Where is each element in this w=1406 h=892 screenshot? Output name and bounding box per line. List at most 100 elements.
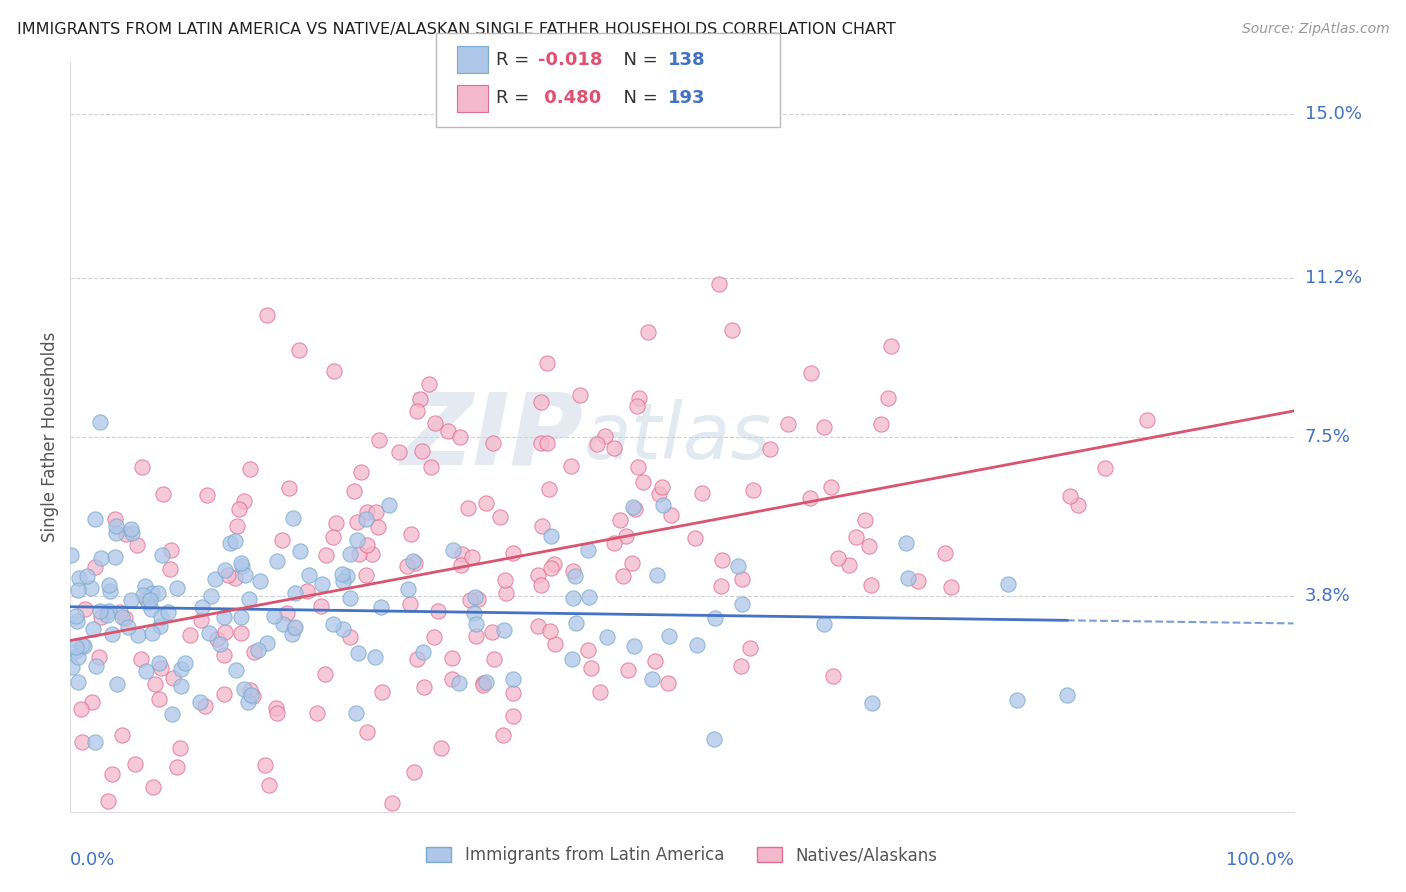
- Point: [198, 626, 221, 640]
- Point: [266, 706, 288, 720]
- Point: [96, 607, 118, 622]
- Point: [356, 511, 378, 525]
- Point: [502, 686, 524, 700]
- Point: [683, 531, 706, 545]
- Point: [759, 442, 782, 457]
- Point: [120, 522, 142, 536]
- Point: [343, 484, 366, 499]
- Point: [593, 429, 616, 443]
- Point: [346, 646, 368, 660]
- Point: [858, 539, 880, 553]
- Point: [243, 645, 266, 659]
- Point: [60, 548, 83, 562]
- Point: [346, 533, 368, 548]
- Point: [402, 764, 425, 779]
- Point: [284, 620, 307, 634]
- Point: [710, 579, 733, 593]
- Point: [361, 547, 384, 561]
- Point: [160, 706, 183, 721]
- Point: [233, 568, 256, 582]
- Point: [170, 662, 193, 676]
- Point: [576, 542, 599, 557]
- Point: [441, 672, 464, 686]
- Point: [457, 500, 479, 515]
- Point: [170, 679, 193, 693]
- Point: [418, 376, 440, 391]
- Point: [586, 436, 609, 450]
- Point: [614, 529, 637, 543]
- Point: [127, 628, 149, 642]
- Point: [502, 709, 524, 723]
- Point: [115, 526, 138, 541]
- Point: [413, 680, 436, 694]
- Point: [69, 702, 91, 716]
- Point: [402, 554, 425, 568]
- Point: [346, 515, 368, 529]
- Point: [212, 687, 235, 701]
- Point: [880, 339, 903, 353]
- Point: [200, 590, 222, 604]
- Point: [364, 650, 387, 665]
- Point: [350, 465, 373, 479]
- Point: [420, 459, 443, 474]
- Point: [239, 683, 262, 698]
- Point: [711, 552, 734, 566]
- Point: [129, 652, 152, 666]
- Point: [378, 498, 401, 512]
- Point: [322, 364, 344, 378]
- Point: [631, 475, 654, 489]
- Point: [311, 577, 333, 591]
- Point: [66, 674, 89, 689]
- Text: 3.8%: 3.8%: [1305, 588, 1350, 606]
- Point: [256, 635, 278, 649]
- Point: [399, 597, 422, 611]
- Point: [813, 420, 835, 434]
- Legend: Immigrants from Latin America, Natives/Alaskans: Immigrants from Latin America, Natives/A…: [419, 839, 945, 871]
- Point: [742, 483, 765, 498]
- Point: [560, 459, 582, 474]
- Point: [98, 584, 121, 599]
- Point: [98, 604, 121, 618]
- Point: [233, 493, 256, 508]
- Point: [84, 512, 107, 526]
- Point: [66, 650, 89, 665]
- Point: [166, 581, 188, 595]
- Point: [399, 527, 422, 541]
- Point: [224, 534, 246, 549]
- Point: [83, 735, 105, 749]
- Point: [540, 529, 562, 543]
- Point: [281, 627, 304, 641]
- Point: [531, 519, 554, 533]
- Point: [191, 600, 214, 615]
- Text: 0.0%: 0.0%: [70, 851, 115, 869]
- Point: [90, 551, 112, 566]
- Point: [132, 588, 155, 602]
- Point: [838, 558, 860, 572]
- Point: [731, 572, 754, 586]
- Point: [325, 516, 347, 531]
- Point: [66, 614, 89, 628]
- Point: [897, 571, 920, 585]
- Point: [449, 430, 471, 444]
- Point: [450, 558, 472, 572]
- Point: [146, 586, 169, 600]
- Point: [284, 585, 307, 599]
- Point: [707, 277, 730, 291]
- Point: [179, 627, 201, 641]
- Point: [820, 480, 842, 494]
- Point: [430, 740, 453, 755]
- Point: [105, 518, 128, 533]
- Point: [332, 574, 354, 589]
- Point: [142, 780, 165, 794]
- Point: [859, 578, 882, 592]
- Point: [105, 677, 128, 691]
- Point: [870, 417, 893, 431]
- Point: [939, 580, 962, 594]
- Point: [159, 562, 181, 576]
- Point: [249, 574, 271, 589]
- Point: [659, 508, 682, 522]
- Point: [332, 622, 354, 636]
- Point: [481, 624, 503, 639]
- Point: [623, 639, 645, 653]
- Point: [589, 685, 612, 699]
